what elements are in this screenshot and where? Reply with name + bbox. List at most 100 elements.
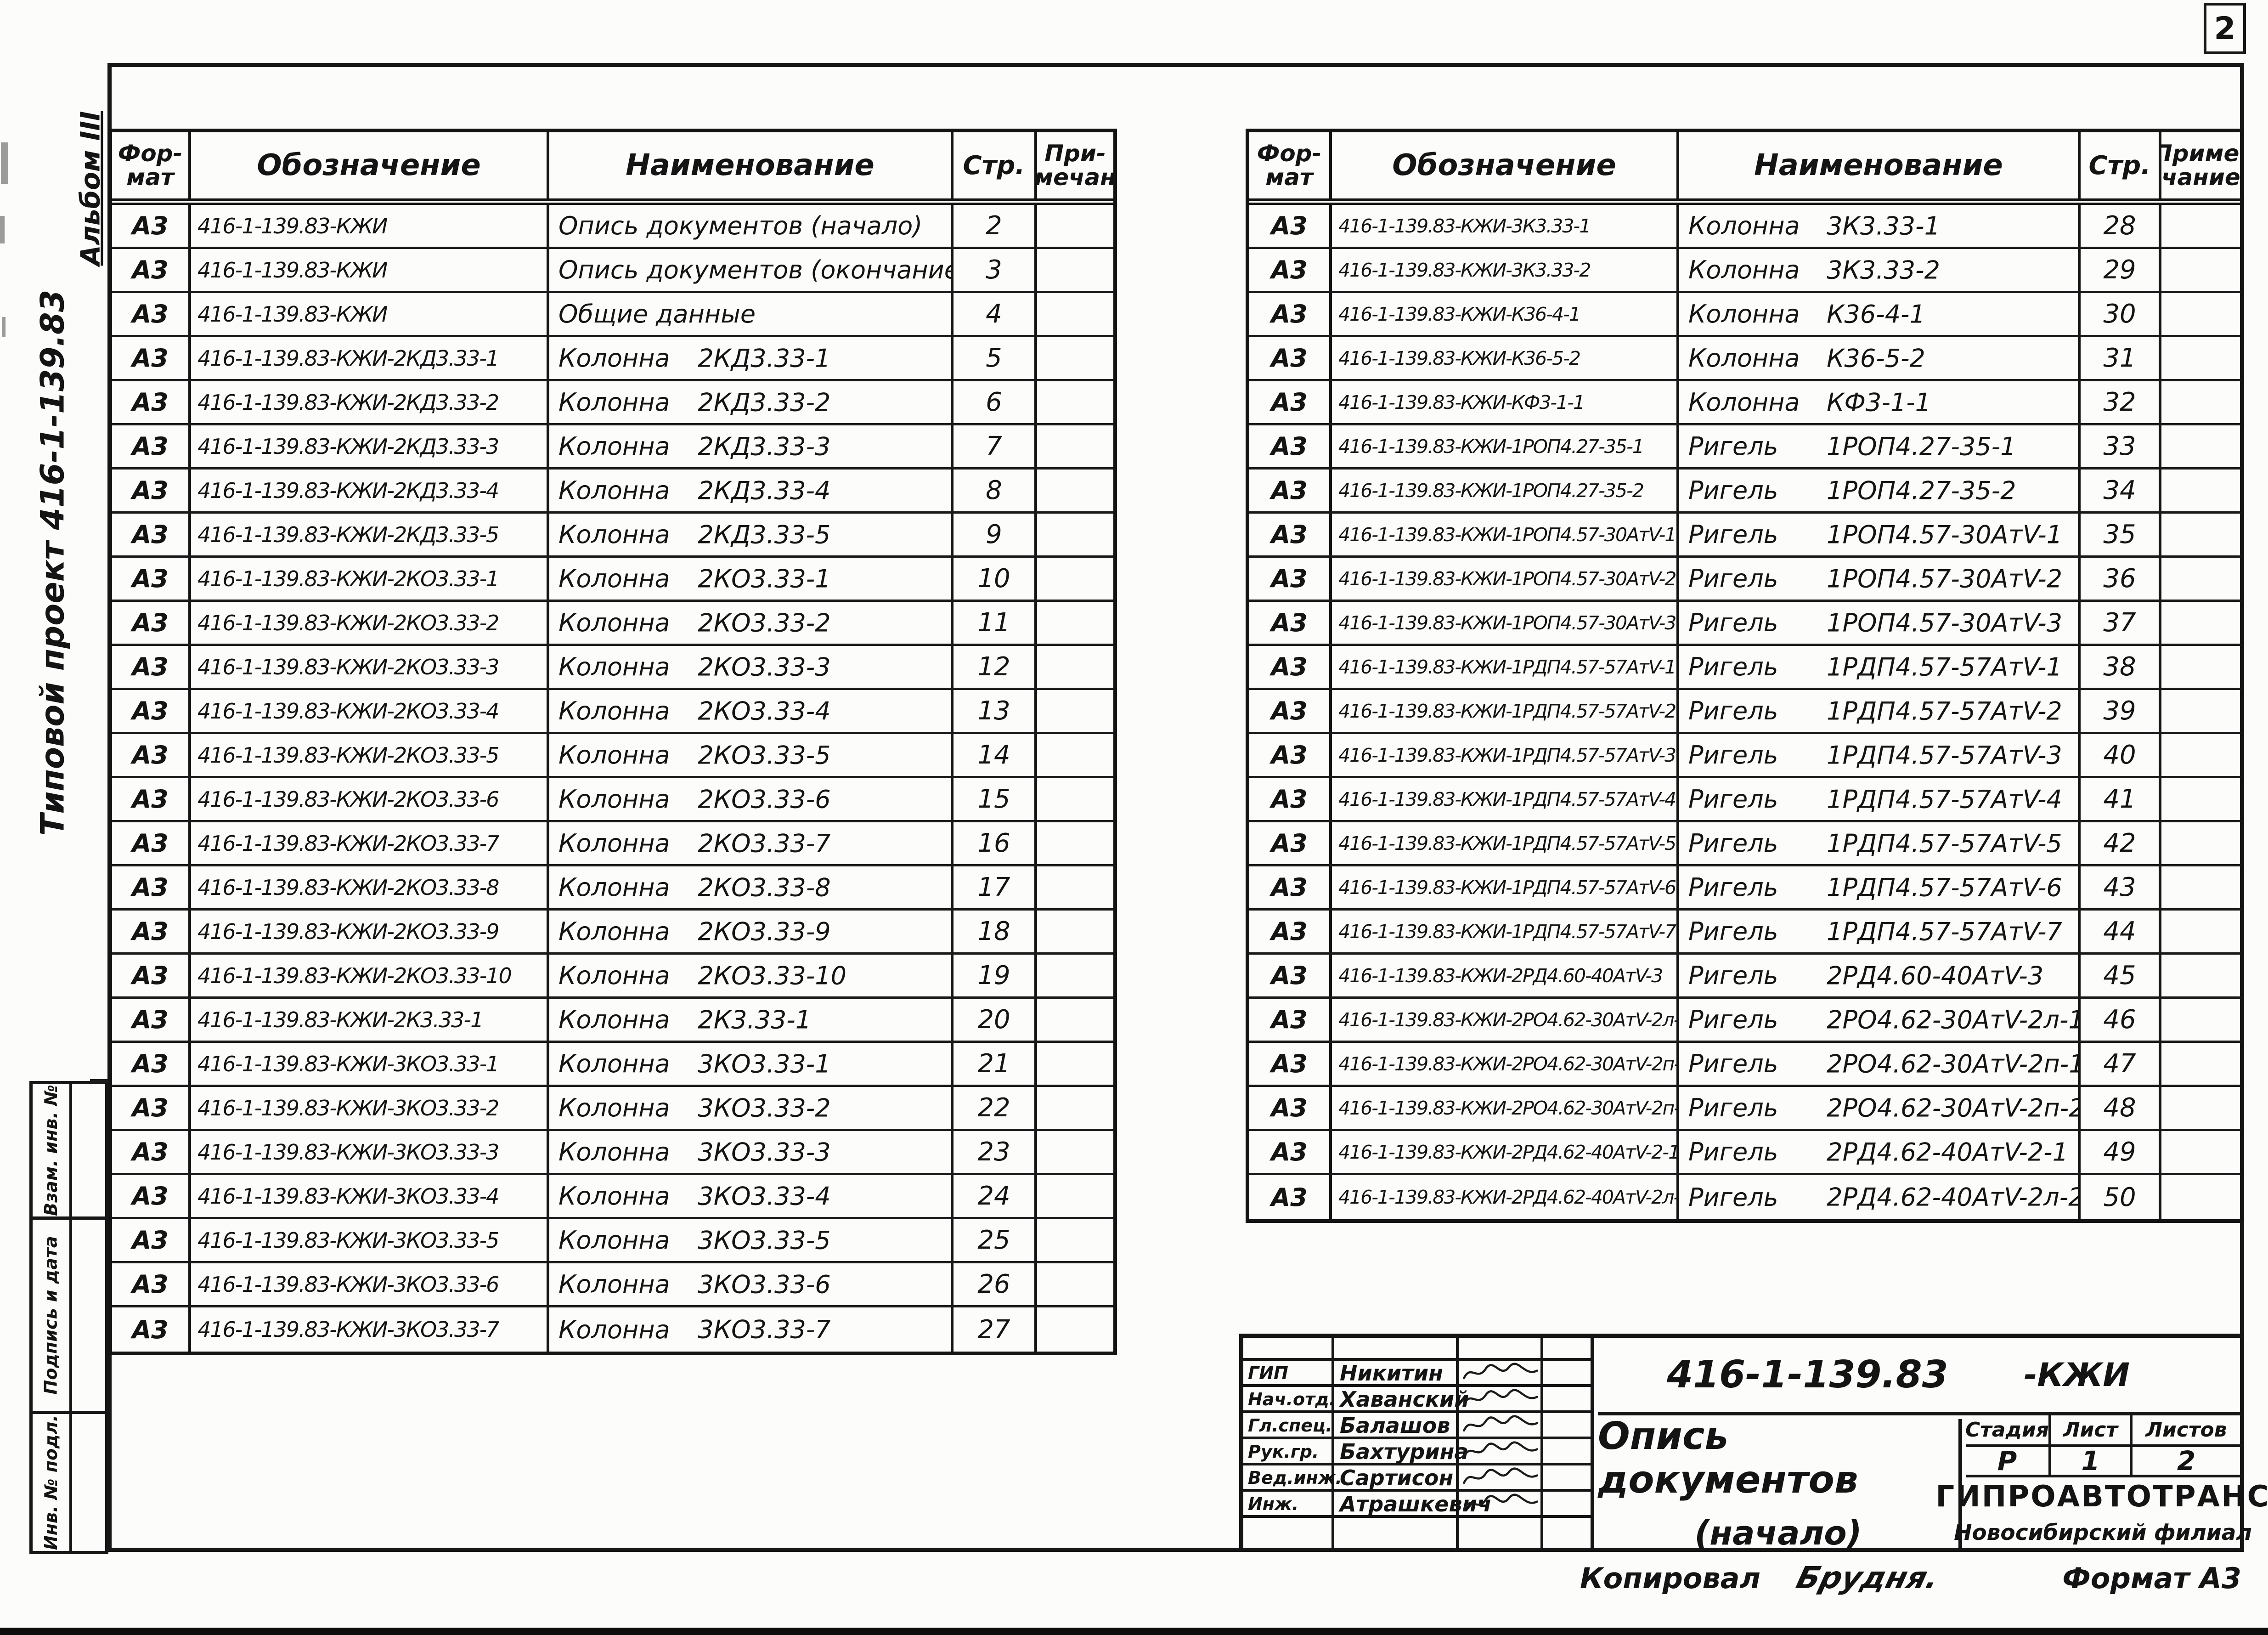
cell-designation: 416-1-139.83-КЖИ-2К3.33-1 bbox=[191, 999, 549, 1041]
cell-format: А3 bbox=[1249, 558, 1332, 600]
stamp-label: Инв. № подл. bbox=[33, 1414, 72, 1551]
header-format: Фор- мат bbox=[112, 132, 191, 198]
project-note-text: Типовой проект 416-1-139.83 bbox=[34, 289, 72, 836]
table-row: А3 416-1-139.83-КЖИ-1РДП4.57-57АтV-5 Риг… bbox=[1249, 822, 2240, 866]
item-mark: 1РОП4.57-30АтV-2 bbox=[1827, 564, 2063, 593]
cell-name: Колонна К36-5-2 bbox=[1679, 337, 2081, 379]
cell-note bbox=[2161, 425, 2240, 467]
item-type: Ригель bbox=[1688, 829, 1778, 858]
cell-name: Колонна 2КД3.33-5 bbox=[549, 514, 953, 555]
item-type: Колонна bbox=[559, 1182, 670, 1211]
cell-name: Ригель 1РОП4.57-30АтV-2 bbox=[1679, 558, 2081, 600]
cell-note bbox=[1037, 822, 1113, 864]
cell-format: А3 bbox=[112, 249, 191, 291]
cell-designation: 416-1-139.83-КЖИ-К36-4-1 bbox=[1332, 293, 1679, 335]
cell-designation: 416-1-139.83-КЖИ-3КО3.33-2 bbox=[191, 1087, 549, 1129]
cell-page: 6 bbox=[953, 381, 1037, 423]
item-type: Колонна bbox=[1688, 388, 1800, 417]
table-row: А3 416-1-139.83-КЖИ-1РОП4.27-35-2 Ригель… bbox=[1249, 470, 2240, 514]
cell-name: Колонна 2КО3.33-2 bbox=[549, 602, 953, 644]
item-type: Колонна bbox=[559, 741, 670, 769]
cell-format: А3 bbox=[112, 1307, 191, 1352]
cell-format: А3 bbox=[112, 470, 191, 511]
header-format-line2: мат bbox=[1265, 164, 1313, 191]
item-type: Колонна bbox=[559, 1049, 670, 1078]
cell-format: А3 bbox=[112, 1131, 191, 1173]
item-type: Опись документов (начало) bbox=[559, 211, 923, 240]
scan-tear-mark bbox=[0, 216, 5, 243]
cell-page: 25 bbox=[953, 1219, 1037, 1261]
item-type: Опись документов (окончание) bbox=[559, 255, 953, 284]
sheet-label: Лист bbox=[2051, 1415, 2133, 1447]
table-row: А3 416-1-139.83-КЖИ-3КО3.33-4 Колонна 3К… bbox=[112, 1175, 1113, 1219]
cell-name: Колонна 3К3.33-1 bbox=[1679, 205, 2081, 247]
table-row: А3 416-1-139.83-КЖИ-2КО3.33-9 Колонна 2К… bbox=[112, 911, 1113, 955]
cell-name: Опись документов (начало) bbox=[549, 205, 953, 247]
header-format-line1: Фор- bbox=[1257, 140, 1322, 167]
cell-note bbox=[2161, 1175, 2240, 1219]
item-type: Колонна bbox=[1688, 300, 1800, 328]
cell-note bbox=[1037, 470, 1113, 511]
table-row: А3 416-1-139.83-КЖИ-1РОП4.57-30АтV-1 Риг… bbox=[1249, 514, 2240, 558]
cell-format: А3 bbox=[1249, 734, 1332, 776]
item-mark: 3КО3.33-3 bbox=[698, 1137, 831, 1166]
cell-format: А3 bbox=[112, 1043, 191, 1085]
cell-format: А3 bbox=[1249, 999, 1332, 1041]
cell-designation: 416-1-139.83-КЖИ-1РОП4.57-30АтV-3 bbox=[1332, 602, 1679, 644]
item-type: Ригель bbox=[1688, 432, 1778, 461]
header-note-line2: мечан bbox=[1037, 164, 1113, 191]
cell-note bbox=[2161, 955, 2240, 996]
item-mark: 3КО3.33-5 bbox=[698, 1226, 831, 1255]
item-type: Ригель bbox=[1688, 608, 1778, 637]
table-row: А3 416-1-139.83-КЖИ-1РОП4.27-35-1 Ригель… bbox=[1249, 425, 2240, 470]
item-type: Ригель bbox=[1688, 1137, 1778, 1166]
item-type: Ригель bbox=[1688, 741, 1778, 769]
copied-by-signature: Брудня. bbox=[1793, 1560, 1943, 1595]
item-mark: 1РДП4.57-57АтV-2 bbox=[1827, 696, 2062, 725]
signer-name: Балашов bbox=[1334, 1413, 1459, 1438]
cell-note bbox=[1037, 734, 1113, 776]
cell-page: 27 bbox=[953, 1307, 1037, 1352]
cell-format: А3 bbox=[112, 337, 191, 379]
item-mark: 2РО4.62-30АтV-2п-2 bbox=[1827, 1093, 2081, 1122]
item-mark: К36-4-1 bbox=[1827, 300, 1925, 328]
signature-cell bbox=[1459, 1413, 1543, 1438]
cell-page: 18 bbox=[953, 911, 1037, 952]
cell-page: 3 bbox=[953, 249, 1037, 291]
cell-note bbox=[1037, 249, 1113, 291]
cell-page: 28 bbox=[2081, 205, 2161, 247]
signer-role: ГИП bbox=[1243, 1361, 1334, 1386]
scan-edge-strip bbox=[0, 1628, 2268, 1635]
cell-name: Колонна 3КО3.33-1 bbox=[549, 1043, 953, 1085]
item-mark: 2КО3.33-4 bbox=[698, 696, 831, 725]
cell-note bbox=[1037, 690, 1113, 732]
signer-name: Атрашкевич bbox=[1334, 1492, 1491, 1516]
cell-page: 20 bbox=[953, 999, 1037, 1041]
cell-designation: 416-1-139.83-КЖИ-3КО3.33-5 bbox=[191, 1219, 549, 1261]
item-mark: 2КО3.33-6 bbox=[698, 785, 831, 814]
signature-mark bbox=[1463, 1363, 1539, 1380]
header-note: Приме- чание bbox=[2161, 132, 2240, 198]
cell-format: А3 bbox=[1249, 470, 1332, 511]
stamp-label-text: Взам. инв. № bbox=[41, 1085, 62, 1216]
item-mark: 2КД3.33-5 bbox=[698, 520, 831, 549]
signer-row: ГИП Никитин bbox=[1243, 1361, 1591, 1387]
cell-note bbox=[2161, 293, 2240, 335]
item-mark: 1РОП4.27-35-2 bbox=[1827, 476, 2016, 505]
table-row: А3 416-1-139.83-КЖИ-К36-4-1 Колонна К36-… bbox=[1249, 293, 2240, 337]
signer-row-empty bbox=[1243, 1518, 1591, 1548]
cell-page: 13 bbox=[953, 690, 1037, 732]
cell-format: А3 bbox=[112, 205, 191, 247]
cell-format: А3 bbox=[112, 778, 191, 820]
organization-name: ГИПРОАВТОТРАНС bbox=[1935, 1480, 2268, 1514]
date-cell bbox=[1543, 1387, 1594, 1412]
table-row: А3 416-1-139.83-КЖИ-1РДП4.57-57АтV-3 Риг… bbox=[1249, 734, 2240, 778]
item-type: Колонна bbox=[559, 520, 670, 549]
cell-designation: 416-1-139.83-КЖИ-2РД4.60-40АтV-3 bbox=[1332, 955, 1679, 996]
item-mark: 2РД4.60-40АтV-3 bbox=[1827, 961, 2044, 990]
cell-note bbox=[1037, 646, 1113, 688]
stamp-blank bbox=[72, 1414, 105, 1551]
page-number-box: 2 bbox=[2204, 3, 2246, 54]
cell-format: А3 bbox=[112, 293, 191, 335]
table-row: А3 416-1-139.83-КЖИ-2КО3.33-1 Колонна 2К… bbox=[112, 558, 1113, 602]
